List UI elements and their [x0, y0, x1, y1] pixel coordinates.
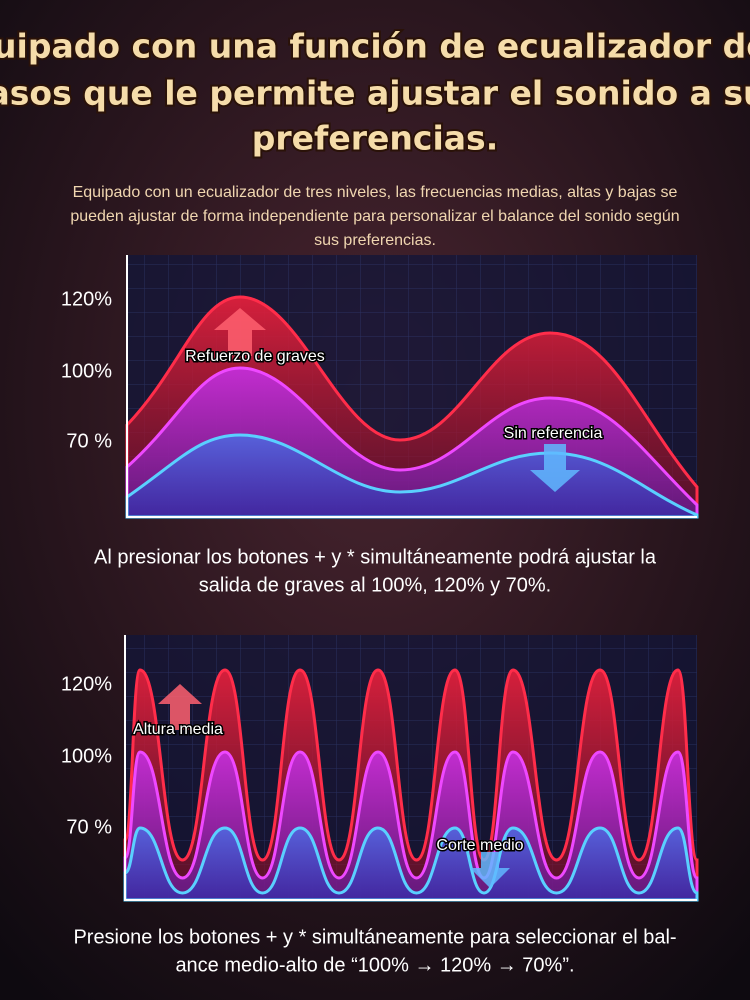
annotation: Sin referencia — [504, 425, 603, 442]
annotation: Refuerzo de graves — [185, 348, 325, 365]
caption-line: salida de graves al 100%, 120% y 70%. — [199, 574, 551, 596]
up-arrow — [158, 684, 202, 730]
eq-panel — [123, 635, 699, 902]
axis — [124, 635, 697, 901]
title-line: pasos que le permite ajustar el sonido a… — [0, 74, 750, 113]
level-label: 120% — [61, 288, 112, 310]
title-line: preferencias. — [252, 119, 499, 158]
annotation: Corte medio — [436, 837, 523, 854]
subtitle-line: sus preferencias. — [314, 232, 436, 249]
caption-line: Al presionar los botones + y * simultáne… — [94, 546, 657, 568]
title: Equipado con una función de ecualizador … — [0, 25, 750, 160]
caption-line: ance medio-alto de “100% → 120% → 70%”. — [175, 954, 574, 976]
wave-mid — [123, 750, 699, 902]
level-label: 70 % — [66, 816, 112, 838]
eq-panel: 120% 100% 70 % Refuerzo de graves Sin re… — [61, 255, 699, 519]
level-label: 100% — [61, 360, 112, 382]
down-arrow — [530, 444, 580, 492]
subtitle-line: pueden ajustar de forma independiente pa… — [70, 208, 679, 225]
subtitle-line: Equipado con un ecualizador de tres nive… — [73, 184, 678, 201]
up-arrow — [214, 308, 266, 356]
wave-low — [123, 826, 699, 902]
level-label: 70 % — [66, 430, 112, 452]
title-line: Equipado con una función de ecualizador … — [0, 27, 750, 66]
level-label: 100% — [61, 745, 112, 767]
level-label: 120% — [61, 673, 112, 695]
caption-line: Presione los botones + y * simultáneamen… — [73, 926, 676, 948]
axis — [126, 255, 697, 518]
down-arrow — [470, 852, 510, 888]
annotation: Altura media — [133, 721, 223, 738]
eq-panel-overlay: 120% 100% 70 % Altura media Corte medio — [61, 635, 697, 901]
